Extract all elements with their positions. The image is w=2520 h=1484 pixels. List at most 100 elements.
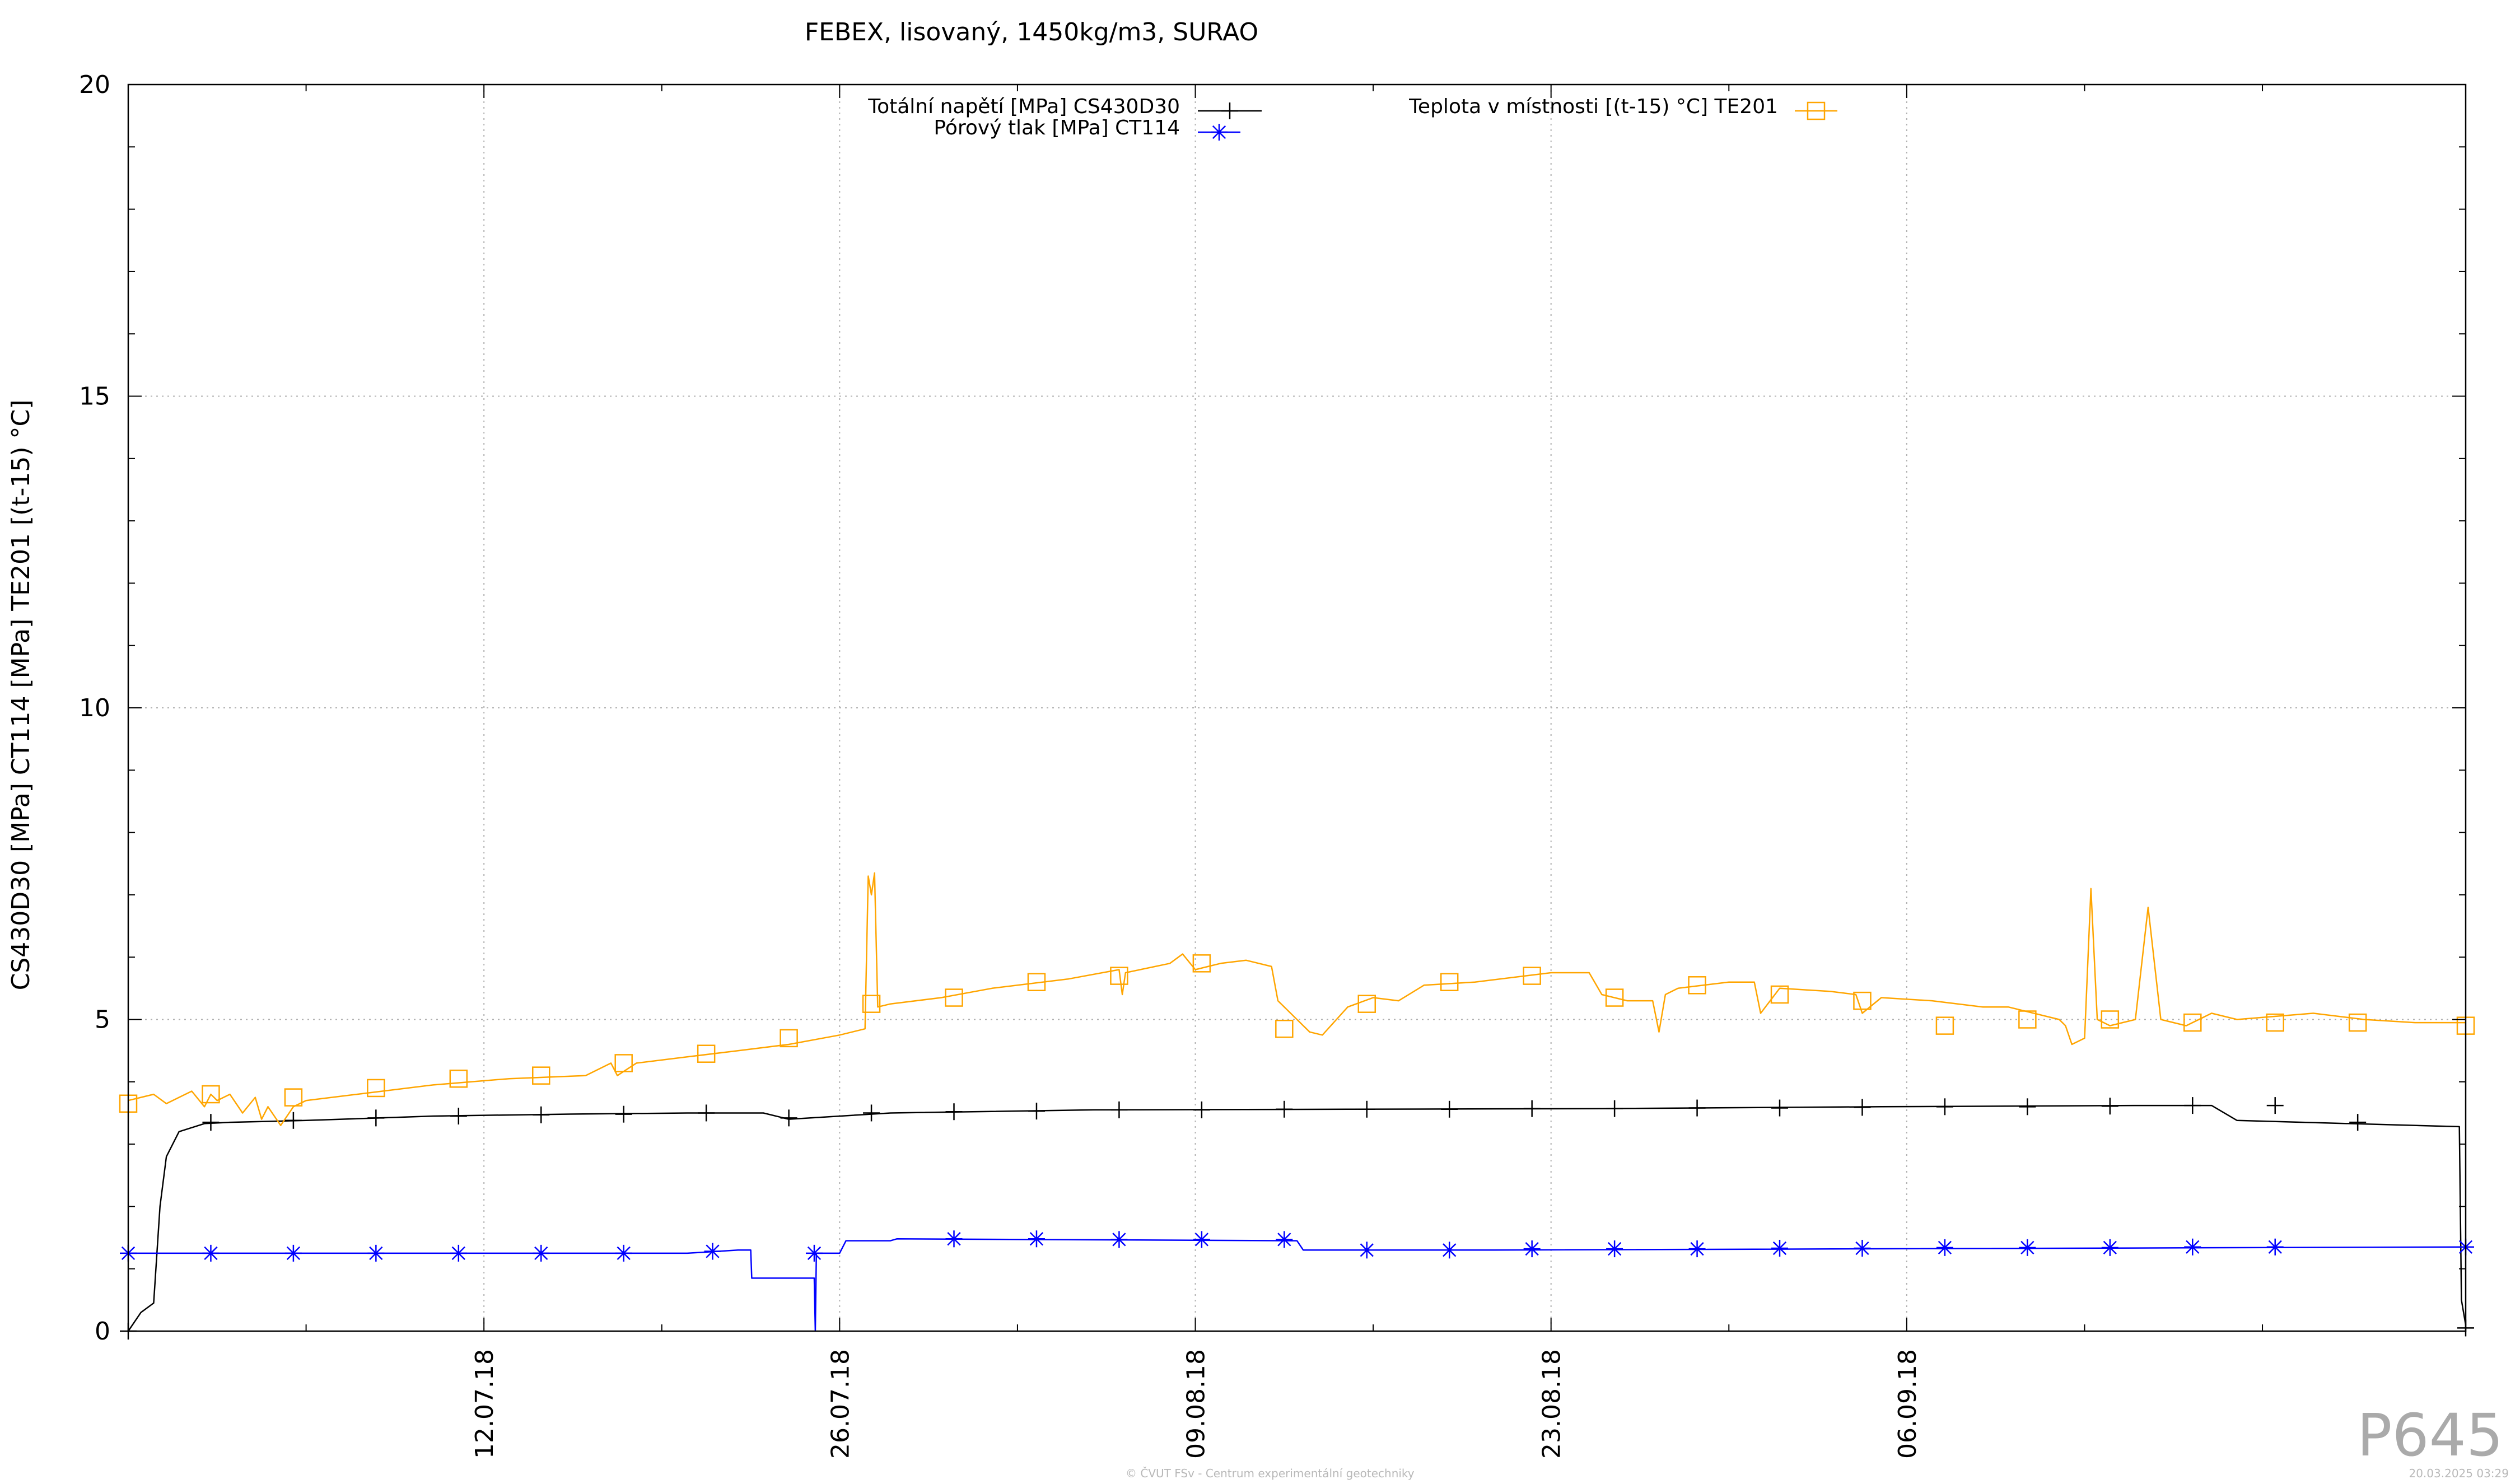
series-point	[1854, 1099, 1871, 1116]
series-point	[1028, 1230, 1045, 1248]
series-point	[2266, 1097, 2284, 1114]
series-point	[449, 1069, 468, 1088]
series-point	[1276, 1231, 1293, 1248]
series-point	[862, 995, 881, 1013]
y-tick-label: 5	[95, 1006, 110, 1034]
series-line	[128, 872, 2466, 1126]
series-point	[2101, 1010, 2120, 1029]
series-point	[367, 1079, 385, 1098]
series-point	[1441, 1100, 1458, 1118]
series-point	[615, 1105, 632, 1123]
series-point	[1358, 1100, 1375, 1118]
x-tick-label: 09.08.18	[1182, 1349, 1211, 1459]
series-line	[127, 1104, 2467, 1332]
series-line	[128, 1238, 2466, 1332]
y-tick-label: 20	[79, 71, 110, 99]
series-point	[2183, 1013, 2202, 1032]
x-tick-label: 26.07.18	[826, 1349, 855, 1459]
series-point	[780, 1109, 797, 1127]
watermark: P645	[2356, 1401, 2503, 1469]
series-point	[1110, 967, 1128, 985]
legend-marker	[1807, 101, 1826, 120]
series-point	[1688, 1240, 1706, 1258]
series-point	[1853, 991, 1872, 1010]
series-point	[1193, 1231, 1210, 1248]
series-point	[1605, 988, 1624, 1007]
axes: 0 5 10 15 20 12.07.18 26.07.18 09.08.18 23.08.18…	[79, 71, 2467, 1459]
series-2	[119, 872, 2475, 1126]
series-point	[367, 1109, 385, 1127]
series-point	[945, 988, 963, 1007]
series-point	[2019, 1239, 2036, 1256]
series-point	[1110, 1231, 1128, 1248]
series-point	[1192, 954, 1211, 973]
series-point	[450, 1108, 467, 1125]
series-point	[367, 1244, 385, 1262]
series-point	[1440, 973, 1459, 991]
series-point	[1606, 1240, 1623, 1258]
series-point	[1688, 1099, 1706, 1117]
legend-marker	[1221, 102, 1238, 119]
series-point	[284, 1244, 302, 1262]
series-point	[1357, 995, 1376, 1013]
series-point	[1193, 1101, 1210, 1118]
series-point	[945, 1230, 963, 1248]
series-point	[1935, 1016, 1954, 1035]
series-point	[1688, 976, 1706, 995]
y-tick-label: 0	[95, 1317, 110, 1346]
series-point	[2266, 1013, 2284, 1032]
y-axis-label: CS430D30 [MPa] CT114 [MPa] TE201 [(t-15)…	[7, 400, 35, 991]
legend-label: Totální napětí [MPa] CS430D30	[867, 95, 1180, 118]
series-point	[1028, 1103, 1045, 1120]
series-point	[1523, 967, 1541, 985]
series-point	[945, 1103, 963, 1121]
series-point	[1358, 1242, 1375, 1259]
series-point	[805, 1244, 823, 1262]
series-point	[1523, 1100, 1541, 1117]
series-point	[780, 1029, 798, 1048]
series-point	[2184, 1097, 2201, 1114]
series-point	[2348, 1013, 2367, 1032]
series-point	[1441, 1242, 1458, 1259]
series-point	[1936, 1239, 1953, 1256]
series-point	[2019, 1098, 2036, 1116]
series-point	[2266, 1238, 2284, 1256]
x-tick-label: 23.08.18	[1538, 1349, 1566, 1459]
series-point	[615, 1244, 632, 1262]
series-point	[2101, 1239, 2118, 1256]
series-point	[2101, 1098, 2118, 1115]
series-point	[1606, 1100, 1623, 1117]
series-point	[1936, 1098, 1953, 1116]
series-point	[284, 1088, 303, 1107]
y-tick-label: 10	[79, 694, 110, 722]
series-point	[614, 1054, 633, 1072]
series-point	[532, 1066, 550, 1085]
series-point	[202, 1244, 220, 1262]
series-point	[1275, 1019, 1294, 1038]
series-point	[1770, 985, 1789, 1004]
chart-title: FEBEX, lisovaný, 1450kg/m3, SURAO	[805, 18, 1258, 46]
series-point	[202, 1085, 220, 1104]
y-tick-label: 15	[79, 382, 110, 411]
footer-timestamp: 20.03.2025 03:29	[2409, 1467, 2509, 1480]
series-point	[2184, 1238, 2201, 1256]
series-point	[2018, 1010, 2037, 1029]
series-point	[1771, 1099, 1789, 1117]
series-point	[1276, 1100, 1293, 1118]
legend-marker	[1211, 124, 1228, 141]
series-point	[533, 1106, 550, 1123]
footer-copyright: © ČVUT FSv - Centrum experimentální geot…	[1126, 1467, 1415, 1480]
series-point	[1523, 1240, 1541, 1258]
series-point	[697, 1044, 716, 1063]
x-tick-label: 06.09.18	[1893, 1349, 1922, 1459]
plot-border	[127, 83, 2467, 1332]
series-point	[704, 1243, 721, 1260]
x-tick-label: 12.07.18	[470, 1349, 499, 1459]
series-point	[1854, 1239, 1871, 1257]
series-point	[863, 1104, 880, 1122]
series-point	[202, 1114, 220, 1131]
series-1	[120, 1230, 2474, 1332]
series-point	[698, 1104, 715, 1122]
